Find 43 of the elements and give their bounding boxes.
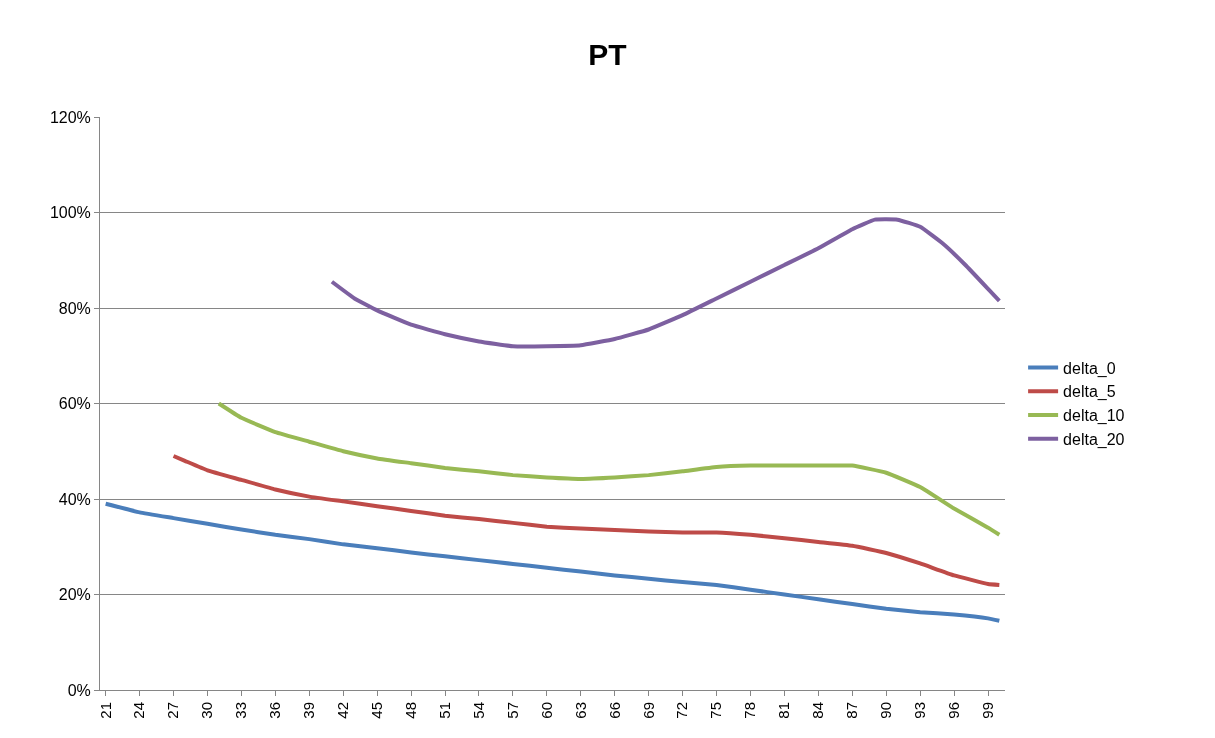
- x-tick-label: 27: [164, 702, 182, 719]
- x-tick-label: 84: [809, 702, 827, 719]
- x-tick-label: 90: [877, 702, 895, 719]
- legend-label: delta_10: [1063, 407, 1125, 426]
- y-tick-label: 40%: [58, 490, 91, 508]
- x-tick-label: 72: [673, 702, 691, 719]
- x-tick-label: 96: [944, 702, 962, 719]
- legend-label: delta_5: [1063, 383, 1116, 402]
- x-tick-label: 87: [843, 702, 861, 719]
- line-series: [329, 217, 1002, 349]
- legend-label: delta_20: [1063, 431, 1125, 450]
- x-tick-label: 48: [401, 702, 419, 719]
- x-tick-label: 21: [96, 702, 114, 719]
- x-tick-label: 45: [368, 702, 386, 719]
- x-tick-label: 42: [334, 702, 352, 719]
- x-tick-label: 81: [775, 702, 793, 719]
- line-series: [103, 501, 1002, 623]
- y-tick-label: 20%: [58, 586, 91, 604]
- x-tick-label: 60: [537, 702, 555, 719]
- line-series: [216, 401, 1002, 537]
- x-tick-label: 63: [571, 702, 589, 719]
- line-series: [171, 454, 1002, 587]
- x-tick-label: 54: [469, 702, 487, 719]
- x-tick-label: 75: [707, 702, 725, 719]
- y-tick-label: 60%: [58, 395, 91, 413]
- x-tick-label: 51: [435, 702, 453, 719]
- chart-title: PT: [588, 38, 627, 72]
- x-tick-label: 66: [605, 702, 623, 719]
- x-tick-label: 69: [639, 702, 657, 719]
- x-tick-label: 93: [911, 702, 929, 719]
- x-tick-label: 39: [300, 702, 318, 719]
- y-tick-label: 80%: [58, 299, 91, 317]
- y-tick-label: 0%: [67, 681, 91, 699]
- x-tick-label: 30: [198, 702, 216, 719]
- x-tick-label: 24: [130, 702, 148, 719]
- x-tick-label: 57: [503, 702, 521, 719]
- y-tick-label: 100%: [49, 204, 91, 222]
- legend-label: delta_0: [1063, 359, 1116, 378]
- x-tick-label: 36: [266, 702, 284, 719]
- x-tick-label: 99: [978, 702, 996, 719]
- x-tick-label: 33: [232, 702, 250, 719]
- y-tick-label: 120%: [49, 108, 91, 126]
- x-tick-label: 78: [741, 702, 759, 719]
